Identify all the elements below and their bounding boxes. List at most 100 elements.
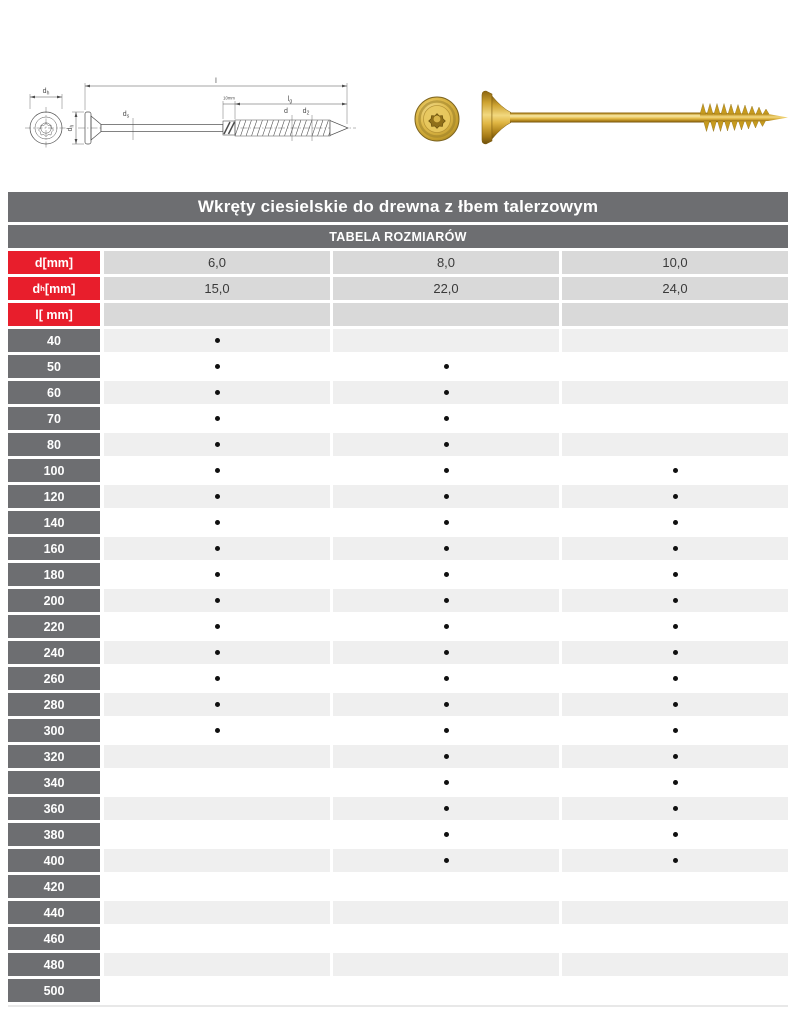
length-row-240: 240 — [8, 641, 788, 664]
availability-cell-3 — [562, 693, 788, 716]
availability-dot — [214, 572, 220, 577]
length-label: 380 — [8, 823, 100, 846]
availability-dot — [672, 780, 678, 785]
photo-head-top-view — [414, 96, 460, 142]
availability-dot — [443, 494, 449, 499]
length-row-100: 100 — [8, 459, 788, 482]
availability-cell-1 — [104, 381, 330, 404]
dim-label-thread-dia: d — [284, 108, 288, 115]
availability-cell-2 — [333, 641, 559, 664]
availability-dot — [214, 390, 220, 395]
availability-cell-3 — [562, 329, 788, 352]
table-subtitle: TABELA ROZMIARÓW — [8, 225, 788, 248]
availability-cell-2 — [333, 589, 559, 612]
length-label: 440 — [8, 901, 100, 924]
spec-value-d-3: 10,0 — [562, 251, 788, 274]
length-label: 340 — [8, 771, 100, 794]
availability-dot — [672, 572, 678, 577]
length-row-160: 160 — [8, 537, 788, 560]
availability-cell-2 — [333, 771, 559, 794]
length-label: 420 — [8, 875, 100, 898]
availability-dot — [672, 728, 678, 733]
availability-cell-1 — [104, 563, 330, 586]
length-label: 200 — [8, 589, 100, 612]
availability-cell-3 — [562, 563, 788, 586]
availability-dot — [443, 364, 449, 369]
availability-cell-2 — [333, 823, 559, 846]
screw-product-photo — [414, 90, 788, 145]
length-row-380: 380 — [8, 823, 788, 846]
availability-dot — [443, 702, 449, 707]
availability-cell-2 — [333, 745, 559, 768]
spec-value-l-2 — [333, 303, 559, 326]
availability-cell-1 — [104, 875, 330, 898]
length-label: 240 — [8, 641, 100, 664]
availability-dot — [443, 390, 449, 395]
length-row-140: 140 — [8, 511, 788, 534]
availability-dot — [443, 806, 449, 811]
availability-cell-3 — [562, 719, 788, 742]
length-label: 40 — [8, 329, 100, 352]
availability-cell-1 — [104, 693, 330, 716]
availability-dot — [443, 416, 449, 421]
dim-label-head-dia-side: dh — [67, 124, 76, 131]
availability-dot — [672, 520, 678, 525]
availability-dot — [214, 598, 220, 603]
length-label: 140 — [8, 511, 100, 534]
availability-cell-2 — [333, 563, 559, 586]
availability-dot — [443, 780, 449, 785]
screw-head-top-view — [25, 94, 67, 149]
availability-dot — [443, 624, 449, 629]
availability-cell-1 — [104, 511, 330, 534]
dim-label-cutter: 10mm — [223, 96, 235, 101]
spec-label-l: l [ mm] — [8, 303, 100, 326]
availability-cell-2 — [333, 459, 559, 482]
availability-cell-2 — [333, 407, 559, 430]
availability-cell-2 — [333, 329, 559, 352]
length-row-40: 40 — [8, 329, 788, 352]
length-row-480: 480 — [8, 953, 788, 976]
availability-dot — [672, 832, 678, 837]
length-row-120: 120 — [8, 485, 788, 508]
length-row-400: 400 — [8, 849, 788, 872]
availability-dot — [214, 624, 220, 629]
availability-cell-3 — [562, 849, 788, 872]
availability-cell-2 — [333, 953, 559, 976]
torx-socket — [38, 122, 54, 138]
availability-dot — [443, 650, 449, 655]
availability-cell-1 — [104, 615, 330, 638]
availability-dot — [672, 468, 678, 473]
length-label: 180 — [8, 563, 100, 586]
availability-cell-2 — [333, 537, 559, 560]
availability-dot — [214, 520, 220, 525]
availability-cell-1 — [104, 953, 330, 976]
length-row-340: 340 — [8, 771, 788, 794]
length-row-320: 320 — [8, 745, 788, 768]
availability-dot — [672, 546, 678, 551]
availability-cell-1 — [104, 329, 330, 352]
availability-cell-1 — [104, 459, 330, 482]
screw-side-view — [72, 83, 356, 145]
availability-dot — [214, 442, 220, 447]
availability-cell-2 — [333, 979, 559, 1002]
availability-cell-3 — [562, 355, 788, 378]
spec-row-d: d [mm] 6,0 8,0 10,0 — [8, 251, 788, 274]
availability-cell-2 — [333, 849, 559, 872]
length-label: 160 — [8, 537, 100, 560]
availability-dot — [214, 494, 220, 499]
availability-cell-3 — [562, 953, 788, 976]
page-title: Wkręty ciesielskie do drewna z łbem tale… — [8, 192, 788, 222]
availability-dot — [443, 572, 449, 577]
screw-technical-drawing: dh l lg 10mm ds d d2 dh — [25, 76, 356, 149]
availability-cell-2 — [333, 615, 559, 638]
availability-cell-3 — [562, 537, 788, 560]
length-label: 280 — [8, 693, 100, 716]
availability-dot — [672, 494, 678, 499]
availability-cell-3 — [562, 745, 788, 768]
availability-cell-3 — [562, 433, 788, 456]
length-row-300: 300 — [8, 719, 788, 742]
length-row-50: 50 — [8, 355, 788, 378]
availability-dot — [214, 338, 220, 343]
